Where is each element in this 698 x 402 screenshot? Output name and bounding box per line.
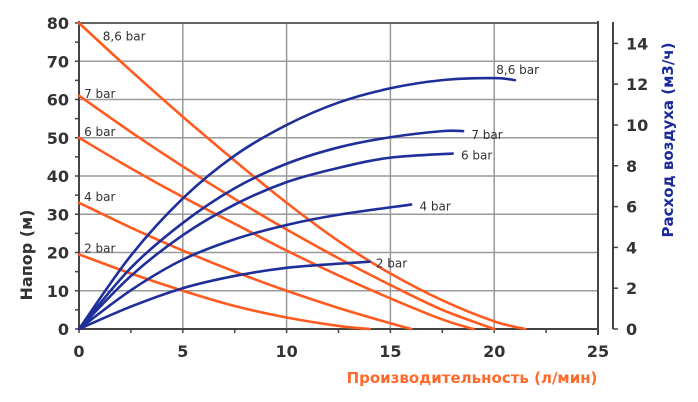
air-curve-7-bar — [77, 129, 465, 331]
curve-label-air: 6 bar — [461, 149, 492, 163]
y-tick-label: 40 — [47, 167, 69, 186]
curve-label-air: 2 bar — [376, 257, 407, 271]
curve-label-head: 2 bar — [84, 242, 115, 256]
y-tick-label: 0 — [58, 320, 69, 339]
air-curve-6-bar — [77, 152, 454, 331]
y-axis-right-label: Расход воздуха (м3/ч) — [659, 43, 677, 238]
y-tick-label: 10 — [47, 282, 69, 301]
x-tick-label: 0 — [73, 342, 84, 361]
air-curve-8-6-bar — [77, 76, 517, 331]
head-curves — [77, 21, 527, 331]
y2-tick-label: 4 — [626, 238, 637, 257]
curve-label-head: 6 bar — [84, 125, 115, 139]
air-curve-2-bar — [77, 260, 371, 331]
y2-tick-label: 12 — [626, 75, 648, 94]
x-tick-label: 15 — [379, 342, 401, 361]
y2-tick-label: 2 — [626, 279, 637, 298]
air-curve-4-bar — [77, 203, 413, 331]
x-tick-label: 25 — [587, 342, 609, 361]
axes — [75, 21, 618, 335]
tick-labels: 0 10 20 30 40 50 60 70 80 0 5 10 15 20 25 0 2 4 6 8 10 12 14 — [47, 14, 649, 361]
y2-tick-label: 0 — [626, 320, 637, 339]
curve-label-head: 7 bar — [84, 87, 115, 101]
y-tick-label: 60 — [47, 91, 69, 110]
y-tick-label: 20 — [47, 244, 69, 263]
x-tick-label: 10 — [275, 342, 297, 361]
x-tick-label: 5 — [177, 342, 188, 361]
y-tick-label: 30 — [47, 205, 69, 224]
y-tick-label: 80 — [47, 14, 69, 33]
curve-label-air: 8,6 bar — [496, 63, 539, 77]
air-consumption-curves — [77, 76, 517, 331]
curve-label-air: 7 bar — [471, 128, 502, 142]
y2-tick-label: 8 — [626, 157, 637, 176]
curve-label-head: 8,6 bar — [103, 29, 146, 43]
head-curve-7-bar — [77, 94, 496, 331]
x-tick-label: 20 — [483, 342, 505, 361]
y2-tick-label: 10 — [626, 116, 648, 135]
y2-tick-label: 6 — [626, 198, 637, 217]
curve-label-head: 4 bar — [84, 190, 115, 204]
head-curve-2-bar — [77, 253, 371, 331]
x-axis-label: Производительность (л/мин) — [347, 369, 598, 387]
curve-label-air: 4 bar — [419, 200, 450, 214]
curve-labels: 8,6 bar 7 bar 6 bar 4 bar 2 bar 8,6 bar 7 bar 6… — [84, 29, 539, 270]
head-curve-4-bar — [77, 201, 413, 331]
y-tick-label: 50 — [47, 129, 69, 148]
y-axis-left-label: Напор (м) — [17, 210, 36, 301]
head-curve-6-bar — [77, 136, 475, 331]
head-curve-8-6-bar — [77, 21, 527, 331]
y2-tick-label: 14 — [626, 34, 648, 53]
y-tick-label: 70 — [47, 52, 69, 71]
